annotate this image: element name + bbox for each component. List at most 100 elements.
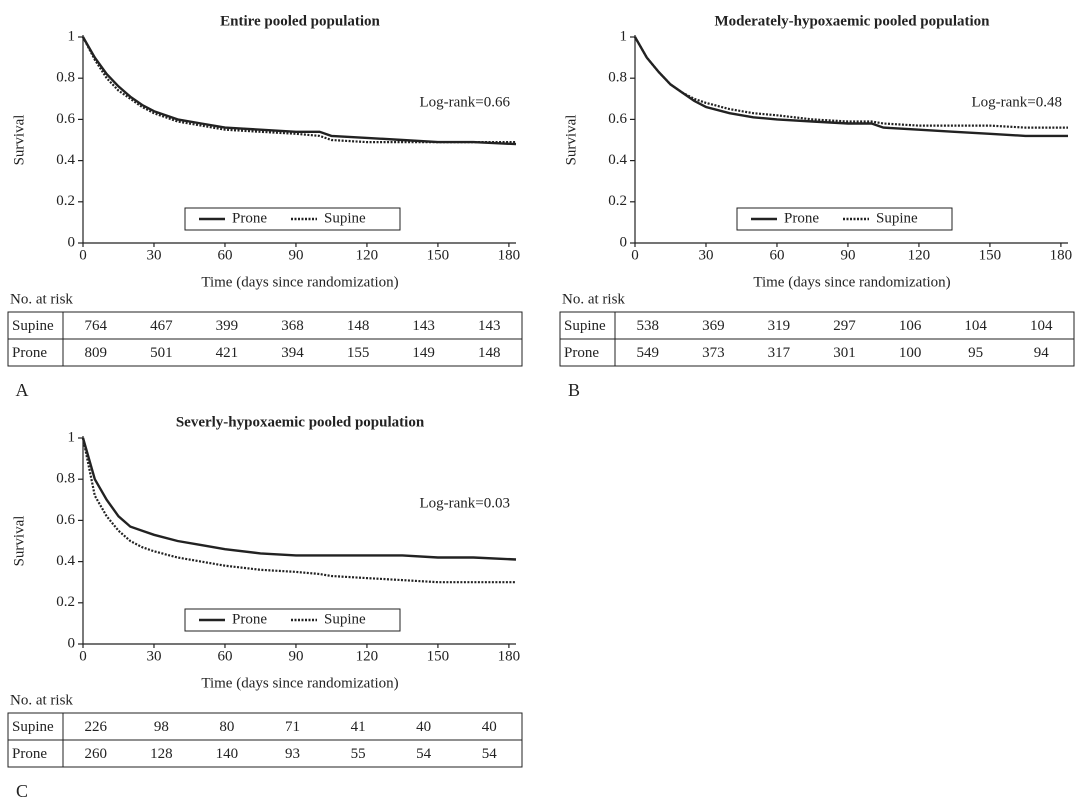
risk-table-title: No. at risk xyxy=(10,692,73,708)
risk-count: 54 xyxy=(416,746,432,762)
x-tick-label: 90 xyxy=(288,648,303,664)
x-axis-label: Time (days since randomization) xyxy=(753,274,950,290)
risk-count: 368 xyxy=(281,318,304,334)
risk-count: 40 xyxy=(482,719,497,735)
y-tick-label: 0.8 xyxy=(56,70,75,86)
y-tick-label: 0 xyxy=(68,635,76,651)
y-tick-label: 1 xyxy=(68,429,76,445)
risk-count: 764 xyxy=(85,318,108,334)
risk-count: 155 xyxy=(347,345,370,361)
y-tick-label: 0.8 xyxy=(608,70,627,86)
legend-box xyxy=(736,207,953,231)
risk-count: 54 xyxy=(482,746,498,762)
risk-row-name: Prone xyxy=(12,746,47,762)
x-tick-label: 90 xyxy=(840,247,855,263)
panel-label: A xyxy=(16,380,29,400)
risk-count: 40 xyxy=(416,719,431,735)
risk-count: 538 xyxy=(637,318,660,334)
risk-count: 95 xyxy=(968,345,983,361)
legend-label: Prone xyxy=(232,210,267,226)
panel-label: B xyxy=(568,380,580,400)
risk-row-name: Supine xyxy=(564,318,606,334)
risk-count: 373 xyxy=(702,345,725,361)
risk-count: 100 xyxy=(899,345,922,361)
risk-count: 467 xyxy=(150,318,173,334)
x-tick-label: 180 xyxy=(1050,247,1073,263)
survival-curve xyxy=(82,36,516,144)
risk-count: 317 xyxy=(768,345,791,361)
survival-curve xyxy=(81,36,517,146)
x-axis-label: Time (days since randomization) xyxy=(201,675,398,691)
risk-count: 149 xyxy=(412,345,435,361)
risk-row-name: Prone xyxy=(564,345,599,361)
risk-row-name: Supine xyxy=(12,719,54,735)
risk-count: 94 xyxy=(1034,345,1050,361)
risk-count: 148 xyxy=(347,318,370,334)
y-tick-label: 0.4 xyxy=(56,553,75,569)
x-tick-label: 180 xyxy=(498,247,521,263)
panel-label: C xyxy=(16,781,28,799)
risk-count: 106 xyxy=(899,318,922,334)
risk-count: 297 xyxy=(833,318,856,334)
annotation: Log-rank=0.66 xyxy=(419,94,510,110)
annotation: Log-rank=0.03 xyxy=(419,495,510,511)
risk-count: 143 xyxy=(412,318,435,334)
y-tick-label: 0.6 xyxy=(56,111,75,127)
legend-label: Prone xyxy=(784,210,819,226)
x-tick-label: 0 xyxy=(79,247,87,263)
y-tick-label: 1 xyxy=(68,28,76,44)
risk-count: 501 xyxy=(150,345,173,361)
chart-title: Entire pooled population xyxy=(220,13,380,29)
x-tick-label: 0 xyxy=(631,247,639,263)
survival-curve xyxy=(81,437,516,584)
risk-count: 104 xyxy=(1030,318,1053,334)
y-tick-label: 0.2 xyxy=(56,193,75,209)
legend-label: Supine xyxy=(324,210,366,226)
y-axis-label: Survival xyxy=(11,115,27,166)
y-tick-label: 0.2 xyxy=(56,594,75,610)
risk-count: 93 xyxy=(285,746,300,762)
x-tick-label: 60 xyxy=(217,648,232,664)
risk-count: 421 xyxy=(216,345,239,361)
y-tick-label: 0.8 xyxy=(56,471,75,487)
risk-count: 128 xyxy=(150,746,173,762)
x-tick-label: 120 xyxy=(908,247,931,263)
x-tick-label: 30 xyxy=(146,648,161,664)
annotation: Log-rank=0.48 xyxy=(971,94,1062,110)
risk-count: 148 xyxy=(478,345,501,361)
y-tick-label: 0.4 xyxy=(608,152,627,168)
risk-count: 140 xyxy=(216,746,239,762)
x-tick-label: 150 xyxy=(979,247,1002,263)
y-tick-label: 0.2 xyxy=(608,193,627,209)
survival-curve xyxy=(81,437,517,561)
risk-count: 55 xyxy=(351,746,366,762)
risk-count: 549 xyxy=(637,345,660,361)
risk-table-title: No. at risk xyxy=(10,291,73,307)
risk-count: 80 xyxy=(219,719,234,735)
y-axis-label: Survival xyxy=(563,115,579,166)
risk-count: 369 xyxy=(702,318,725,334)
x-tick-label: 180 xyxy=(498,648,521,664)
y-tick-label: 0.6 xyxy=(608,111,627,127)
x-tick-label: 120 xyxy=(356,247,379,263)
risk-count: 319 xyxy=(768,318,791,334)
x-tick-label: 30 xyxy=(146,247,161,263)
risk-count: 71 xyxy=(285,719,300,735)
legend-label: Supine xyxy=(876,210,918,226)
risk-count: 143 xyxy=(478,318,501,334)
legend-label: Supine xyxy=(324,611,366,627)
risk-table-title: No. at risk xyxy=(562,291,625,307)
legend-box xyxy=(184,207,401,231)
risk-count: 41 xyxy=(351,719,366,735)
chart-title: Severly-hypoxaemic pooled population xyxy=(176,414,425,430)
risk-row-name: Supine xyxy=(12,318,54,334)
chart-title: Moderately-hypoxaemic pooled population xyxy=(714,13,990,29)
y-tick-label: 0.4 xyxy=(56,152,75,168)
risk-count: 399 xyxy=(216,318,239,334)
risk-count: 226 xyxy=(85,719,108,735)
x-tick-label: 60 xyxy=(769,247,784,263)
legend-label: Prone xyxy=(232,611,267,627)
x-tick-label: 0 xyxy=(79,648,87,664)
risk-count: 104 xyxy=(964,318,987,334)
